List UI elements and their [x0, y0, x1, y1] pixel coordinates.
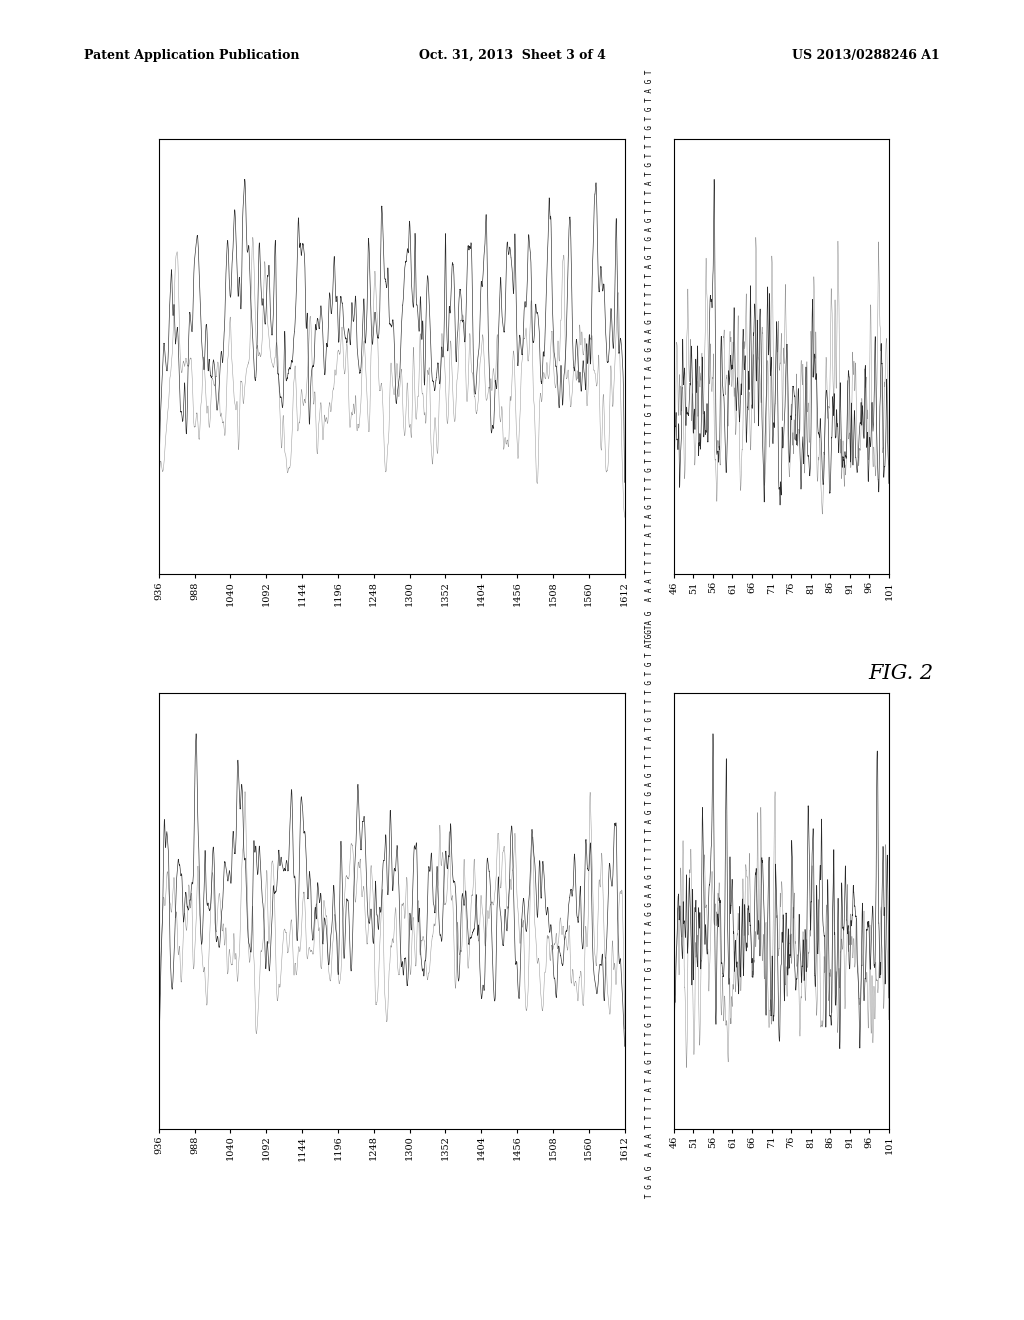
Text: FIG. 2: FIG. 2 — [868, 664, 934, 682]
Text: T G A G  A A A T T T T A T A G T T T G T T T T T G T T T T A G G A A G T T T T T: T G A G A A A T T T T A T A G T T T G T … — [645, 624, 653, 1197]
Text: Patent Application Publication: Patent Application Publication — [84, 49, 299, 62]
Text: T G A G  A A A T T T T A T A G T T T G T T T T T G T T T T A G G A A G T T T T T: T G A G A A A T T T T A T A G T T T G T … — [645, 70, 653, 643]
Text: US 2013/0288246 A1: US 2013/0288246 A1 — [793, 49, 940, 62]
Text: Oct. 31, 2013  Sheet 3 of 4: Oct. 31, 2013 Sheet 3 of 4 — [419, 49, 605, 62]
